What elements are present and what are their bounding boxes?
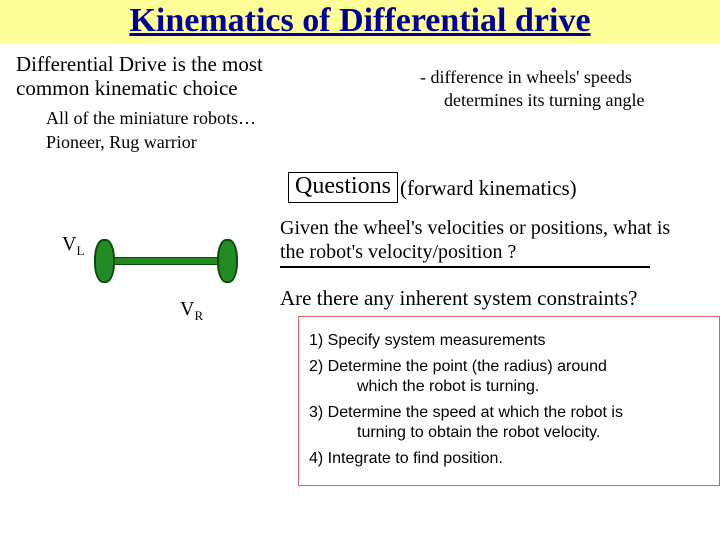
right-wheel-icon bbox=[217, 239, 238, 283]
page-title: Kinematics of Differential drive bbox=[129, 2, 590, 39]
right-note: - difference in wheels' speeds determine… bbox=[420, 66, 700, 111]
vl-sub: L bbox=[76, 243, 84, 258]
intro-text: Differential Drive is the most common ki… bbox=[16, 52, 336, 100]
questions-label: Questions bbox=[295, 173, 391, 199]
vl-label: VL bbox=[62, 233, 84, 259]
given-text: Given the wheel's velocities or position… bbox=[280, 216, 690, 264]
right-note-line1: - difference in wheels' speeds bbox=[420, 67, 632, 87]
sub-intro-line2: Pioneer, Rug warrior bbox=[46, 132, 197, 152]
questions-subtitle: (forward kinematics) bbox=[400, 176, 577, 201]
step-2b: which the robot is turning. bbox=[309, 377, 709, 397]
vr-base: V bbox=[180, 298, 194, 320]
sub-intro: All of the miniature robots… Pioneer, Ru… bbox=[46, 106, 256, 155]
vr-sub: R bbox=[194, 308, 203, 323]
left-wheel-icon bbox=[94, 239, 115, 283]
divider-line bbox=[280, 266, 650, 268]
step-1: 1) Specify system measurements bbox=[309, 331, 709, 351]
steps-box: 1) Specify system measurements 2) Determ… bbox=[298, 316, 720, 486]
right-note-line2: determines its turning angle bbox=[420, 90, 644, 110]
vr-label: VR bbox=[180, 298, 203, 324]
title-bar: Kinematics of Differential drive bbox=[0, 0, 720, 44]
step-2: 2) Determine the point (the radius) arou… bbox=[309, 357, 709, 397]
sub-intro-line1: All of the miniature robots… bbox=[46, 108, 256, 128]
step-3: 3) Determine the speed at which the robo… bbox=[309, 403, 709, 443]
step-3b: turning to obtain the robot velocity. bbox=[309, 423, 709, 443]
robot-diagram bbox=[96, 237, 236, 283]
step-3a: 3) Determine the speed at which the robo… bbox=[309, 404, 623, 421]
questions-box: Questions bbox=[288, 172, 398, 203]
step-2a: 2) Determine the point (the radius) arou… bbox=[309, 358, 607, 375]
axle-icon bbox=[104, 257, 230, 265]
step-4: 4) Integrate to find position. bbox=[309, 449, 709, 469]
constraints-text: Are there any inherent system constraint… bbox=[280, 286, 637, 311]
vl-base: V bbox=[62, 233, 76, 255]
